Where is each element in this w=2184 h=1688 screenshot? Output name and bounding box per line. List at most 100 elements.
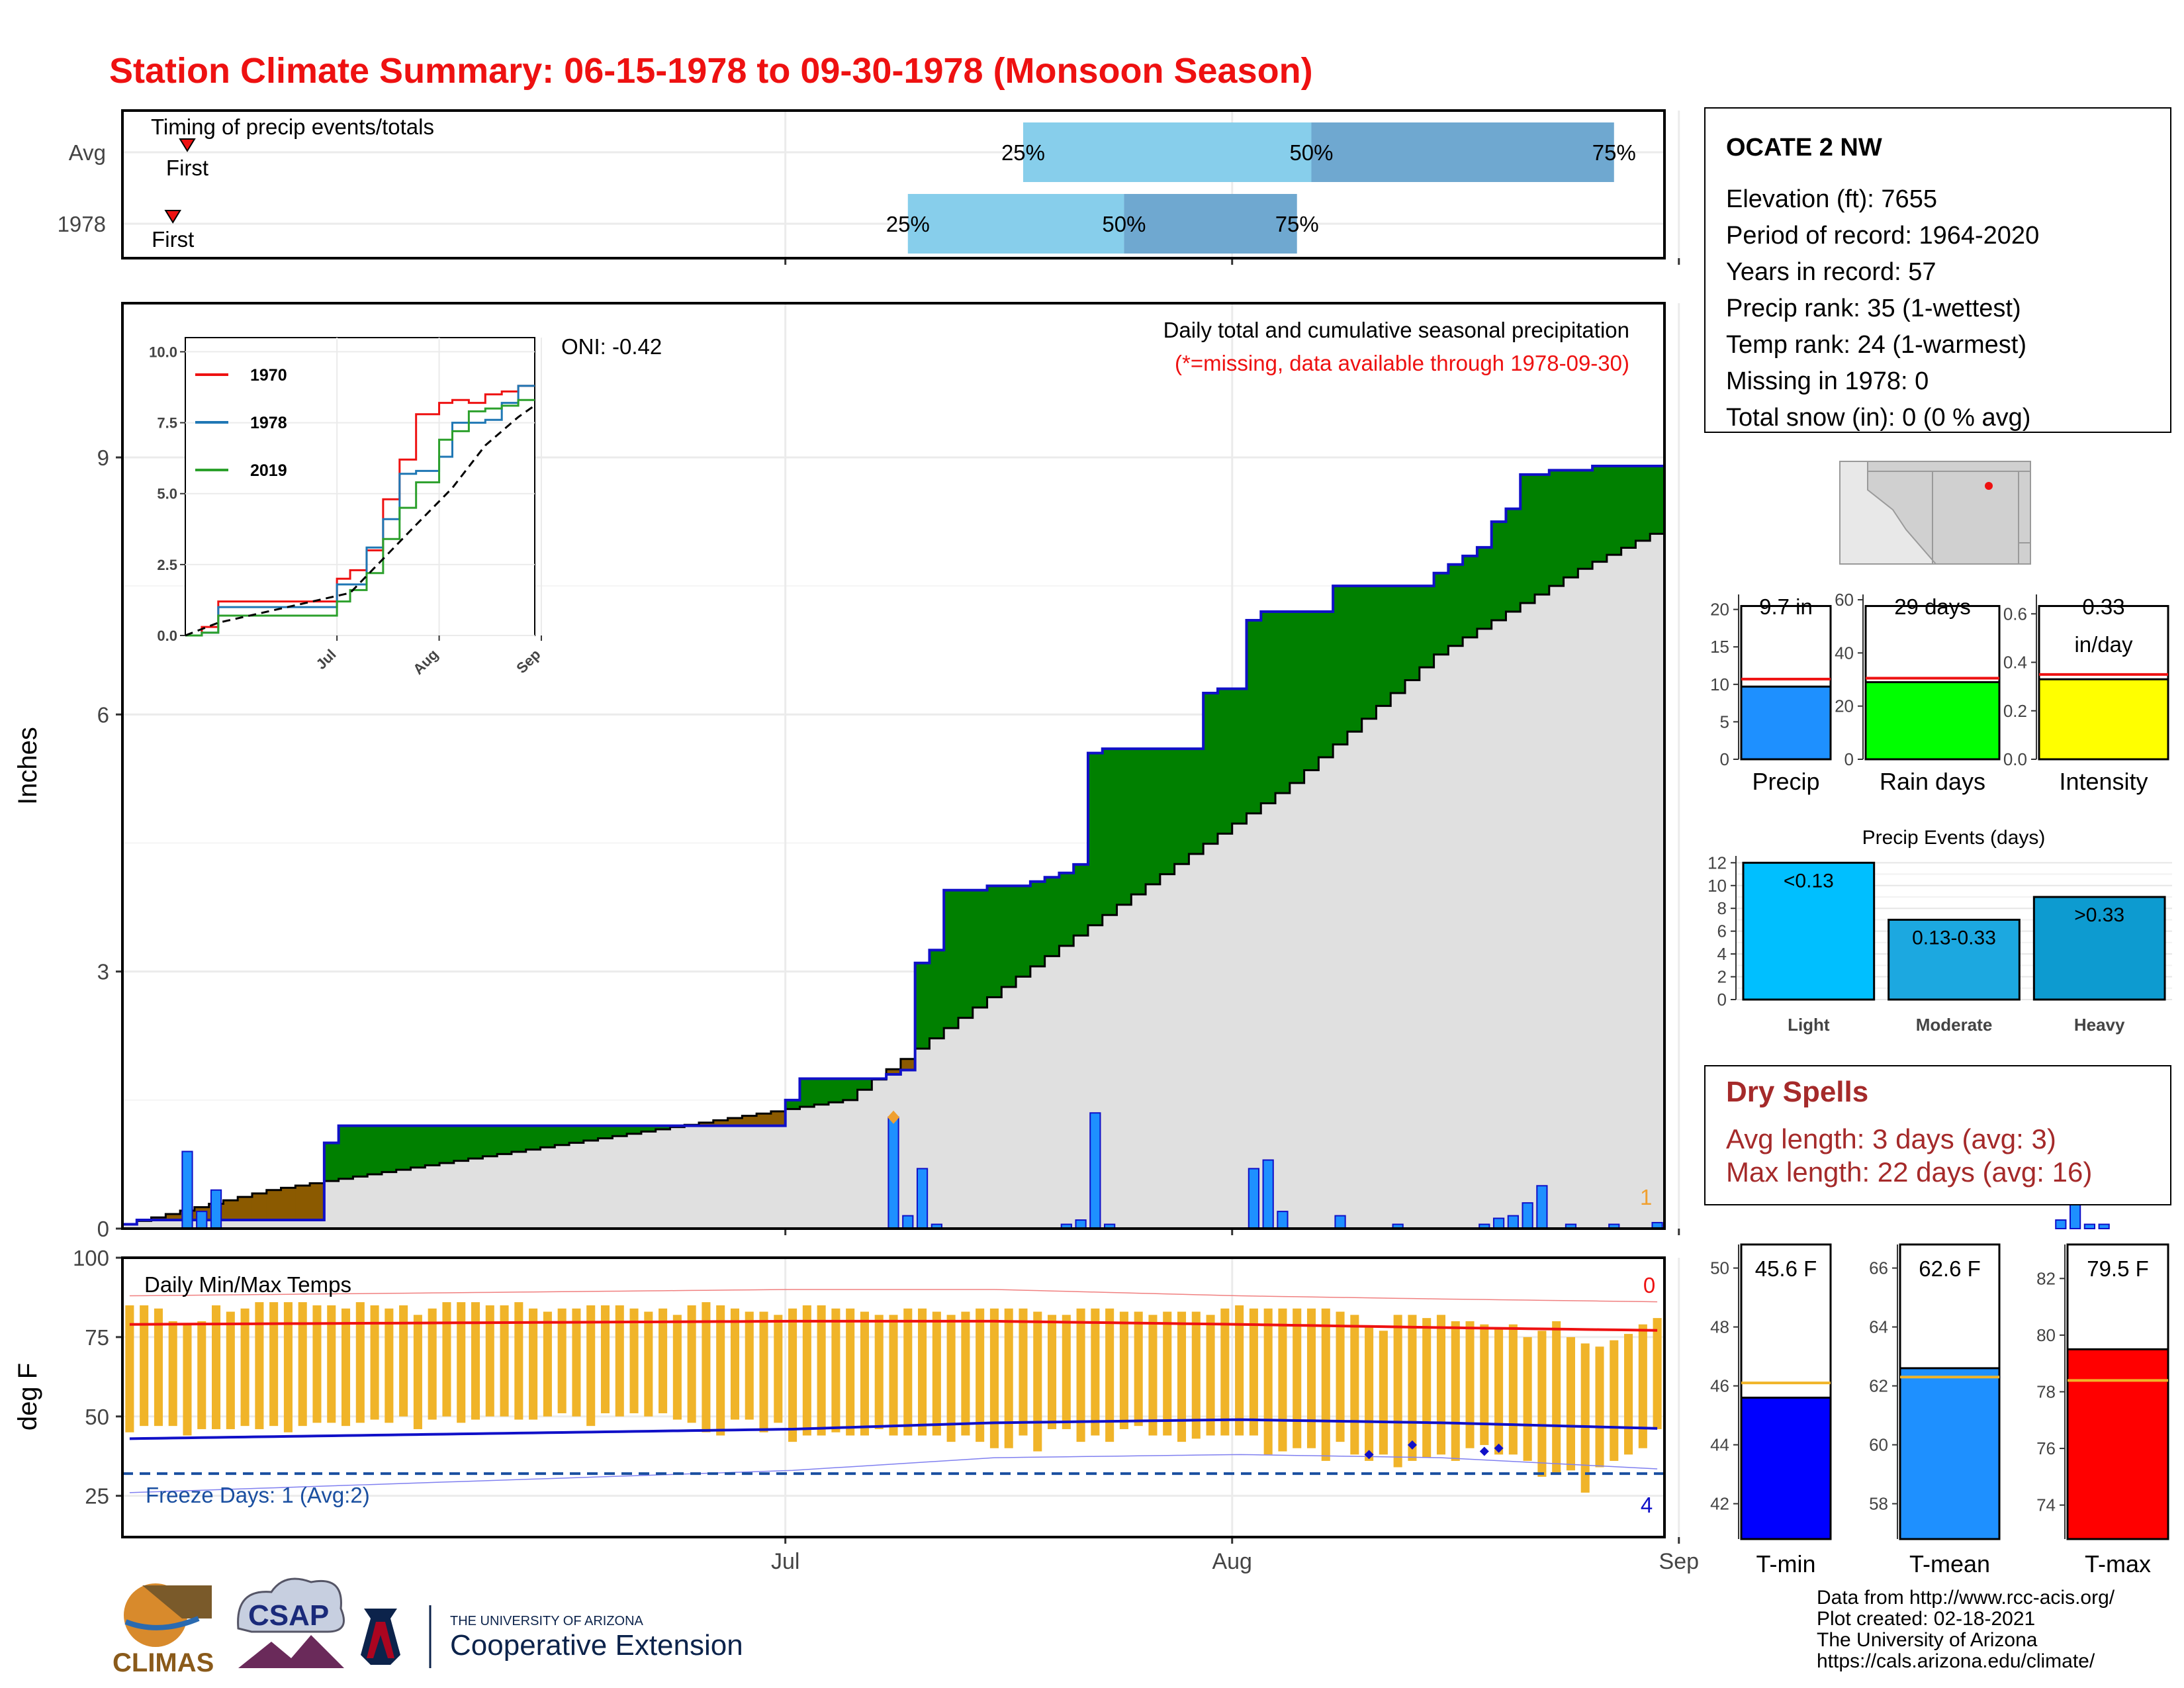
daily-temp-bar [1408,1315,1417,1461]
above-average-area [1174,749,1190,865]
above-average-area [540,1125,555,1148]
dry-spells-box: Dry Spells Avg length: 3 days (avg: 3) M… [1704,1065,2171,1205]
daily-precip-bar [2098,1223,2110,1230]
daily-temp-bar [168,1321,177,1427]
above-average-area [944,890,959,1029]
temp-x-tick-label: Sep [1659,1549,1700,1574]
timing-bars: 25%50%75%FirstLast25%50%75%FirstLast [152,122,2111,254]
daily-precip-bar [2055,1219,2067,1229]
daily-temp-bar [759,1311,768,1432]
daily-temp-bar [1624,1334,1633,1455]
daily-temp-bar [1119,1311,1128,1429]
daily-precip-bar [210,1189,222,1229]
daily-temp-bar [1653,1318,1662,1429]
daily-temp-bar [961,1311,970,1436]
above-average-area [1433,573,1449,655]
ua-big-text: Cooperative Extension [450,1629,743,1662]
daily-temp-bar [903,1308,913,1436]
temp-bar-y-tick-label: 46 [1710,1376,1729,1396]
daily-temp-bar [1062,1315,1071,1429]
precip-panel: 0 3 6 9 Inches ONI: -0.42 Daily total and c… [13,302,2110,1241]
csap-logo: CSAP [237,1577,345,1668]
dry-spells-max: Max length: 22 days (avg: 16) [1726,1156,2092,1188]
daily-temp-bar [1422,1318,1432,1458]
temp-bar-label: T-mean [1909,1550,1990,1577]
daily-temp-bar [428,1308,437,1420]
temp-bar-y-tick-label: 44 [1710,1435,1729,1455]
timing-label-25: 25% [1001,140,1045,165]
timing-label: Timing of precip events/totals [151,115,434,139]
daily-temp-bar [1306,1308,1316,1448]
above-average-area [1563,470,1578,578]
precip-areas [122,464,1665,1229]
y-tick-label: 3 [97,960,109,984]
avg-tmin-line [129,1418,1658,1440]
daily-temp-bar [557,1308,567,1413]
above-average-area [829,1078,844,1103]
csap-logo-text: CSAP [248,1599,329,1632]
above-average-area [1448,564,1463,646]
summary-y-tick-label: 0 [1720,749,1729,769]
temp-bar-value [2066,1348,2169,1540]
above-average-area [1246,620,1261,814]
daily-temp-bar [687,1305,696,1423]
temp-bar-label: T-max [2085,1550,2151,1577]
above-average-area [1477,547,1492,629]
average-cumulative-line [122,532,1664,1226]
daily-precip-bar [1536,1185,1548,1230]
above-average-area [1073,864,1089,936]
climas-logo: CLIMAS [113,1583,214,1677]
timing-row-label-year: 1978 [58,212,106,236]
above-average-area [972,890,988,1008]
daily-temp-bar [1148,1315,1158,1436]
temp-bar-y-tick-label: 60 [1869,1435,1888,1455]
daily-temp-bar [889,1315,898,1436]
above-average-area [425,1125,440,1166]
temp-y-tick-label: 50 [85,1405,109,1429]
above-average-area [1102,749,1118,915]
above-average-area [1549,470,1565,586]
daily-temp-bar [385,1308,394,1423]
below-average-area [699,1122,714,1126]
summary-y-tick-label: 0.6 [2003,604,2027,624]
y-tick-label: 0 [97,1217,109,1241]
daily-temp-bar [1033,1311,1042,1452]
inset-y-tick-label: 2.5 [157,557,177,573]
timing-label-75: 75% [1592,140,1636,165]
above-average-area [1087,753,1103,925]
below-average-area [165,1213,181,1221]
temp-y-tick-label: 100 [73,1246,109,1270]
above-average-area [1578,470,1593,569]
daily-temp-bar [255,1302,264,1429]
daily-precip-bar [1277,1211,1289,1229]
summary-bars: 0 5 10 15 20 9.7 in Precip 0 20 40 60 29 days Rain d… [1710,590,2171,795]
above-average-area [1318,612,1334,758]
event-bar [1888,918,2021,1001]
daily-temp-bar [485,1305,494,1417]
daily-temp-bar [1177,1311,1187,1442]
above-average-area [641,1125,657,1132]
daily-temp-bar [659,1308,668,1413]
daily-temp-bar [1105,1308,1115,1442]
station-info-box: OCATE 2 NW Elevation (ft): 7655 Period o… [1704,107,2171,433]
above-average-area [1044,877,1060,957]
event-category-label: Heavy [2074,1015,2125,1035]
daily-temp-bar [1638,1324,1647,1448]
above-average-area [569,1125,584,1143]
above-average-area [1376,586,1391,706]
above-average-area [627,1125,642,1134]
timing-bar-25-50 [1023,122,1312,182]
daily-temp-bar [399,1305,408,1417]
above-average-area [1030,881,1046,966]
above-average-area [1160,749,1175,874]
daily-temp-bar [1379,1331,1388,1455]
y-tick-label: 6 [97,702,109,727]
timing-label-50: 50% [1289,140,1333,165]
locator-map [1839,461,2031,565]
summary-y-tick-label: 15 [1710,637,1729,657]
timing-panel-frame [121,109,1666,259]
footer: CLIMAS CSAP THE UNIVERSITY OF ARIZONA Co… [113,1577,2115,1677]
temp-bar-label: T-min [1756,1550,1816,1577]
daily-precip-bar [181,1150,193,1229]
summary-bar-label: Intensity [2059,768,2148,795]
